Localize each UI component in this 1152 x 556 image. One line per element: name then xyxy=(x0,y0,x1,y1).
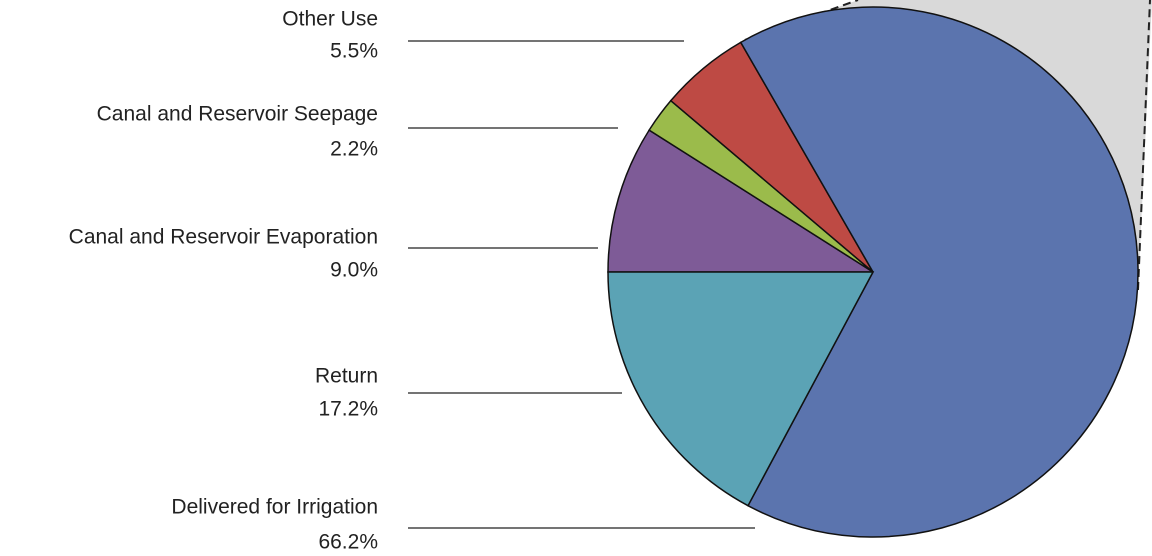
pie-slice xyxy=(739,6,1139,538)
slice-label: Return xyxy=(315,365,378,388)
slice-value: 2.2% xyxy=(330,138,378,161)
slice-label: Delivered for Irrigation xyxy=(171,496,378,519)
slice-value: 17.2% xyxy=(318,398,378,421)
slice-label: Canal and Reservoir Evaporation xyxy=(69,226,378,249)
slice-value: 66.2% xyxy=(318,531,378,554)
pie xyxy=(607,6,1139,538)
callout-line xyxy=(1137,0,1151,291)
slice-value: 9.0% xyxy=(330,259,378,282)
pie-slice xyxy=(607,271,875,507)
slice-label: Canal and Reservoir Seepage xyxy=(97,103,378,126)
labels: Canal and Reservoir Evaporation 9.0% Canal… xyxy=(69,8,755,554)
slice-value: 5.5% xyxy=(330,40,378,63)
pie-slice xyxy=(607,129,876,273)
slice-label: Other Use xyxy=(282,8,378,31)
